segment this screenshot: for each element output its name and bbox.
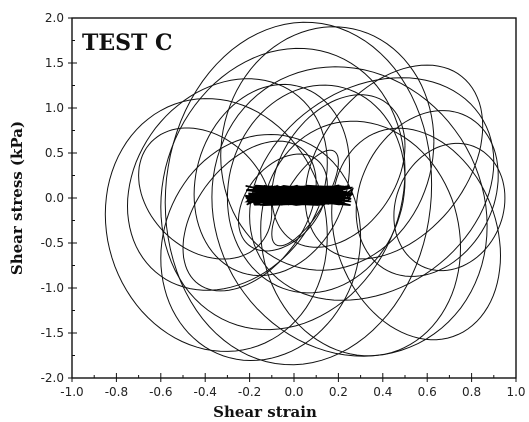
y-tick-label: -1.5 (41, 326, 64, 340)
hysteresis-loop (164, 21, 433, 366)
hysteresis-loop (260, 120, 461, 357)
hysteresis-loop (211, 66, 488, 357)
hysteresis-loop (355, 110, 499, 277)
y-tick-label: 2.0 (45, 11, 64, 25)
x-tick-label: -0.2 (238, 385, 261, 399)
y-tick-label: 0.5 (45, 146, 64, 160)
x-tick-label: 1.0 (506, 385, 525, 399)
x-tick-label: 0.6 (418, 385, 437, 399)
panel-label: TEST C (82, 30, 173, 56)
x-tick-label: -0.6 (149, 385, 172, 399)
x-axis-ticks: -1.0 -0.8 -0.6 -0.4 -0.2 0.0 0.2 0.4 0.6 0.8 1.0 (60, 373, 526, 399)
y-tick-label: 1.5 (45, 56, 64, 70)
x-tick-label: 0.8 (462, 385, 481, 399)
y-tick-label: 1.0 (45, 101, 64, 115)
x-tick-label: -1.0 (60, 385, 83, 399)
y-axis-ticks: -2.0 -1.5 -1.0 -0.5 0.0 0.5 1.0 1.5 2.0 (41, 11, 77, 385)
x-axis-title: Shear strain (213, 403, 317, 421)
noise-layer (244, 184, 354, 206)
central-noise-trace (244, 184, 354, 206)
hysteresis-loop (331, 127, 501, 341)
hysteresis-loop (220, 26, 435, 271)
hysteresis-loop (393, 142, 506, 272)
x-tick-label: 0.2 (329, 385, 348, 399)
x-tick-label: -0.8 (105, 385, 128, 399)
hysteresis-loop (138, 127, 273, 260)
hysteresis-loop (160, 133, 362, 362)
y-tick-label: 0.0 (45, 191, 64, 205)
hysteresis-loop (104, 98, 328, 352)
x-tick-label: 0.0 (284, 385, 303, 399)
hysteresis-loop (249, 77, 495, 301)
y-axis-title: Shear stress (kPa) (8, 121, 26, 275)
x-tick-label: 0.4 (373, 385, 392, 399)
hysteresis-loop (271, 149, 339, 247)
y-tick-label: -1.0 (41, 281, 64, 295)
x-tick-label: -0.4 (193, 385, 216, 399)
hysteresis-loop (182, 140, 317, 292)
hysteresis-loop (193, 83, 350, 277)
hysteresis-loop (237, 153, 328, 252)
y-tick-label: -0.5 (41, 236, 64, 250)
y-tick-label: -2.0 (41, 371, 64, 385)
